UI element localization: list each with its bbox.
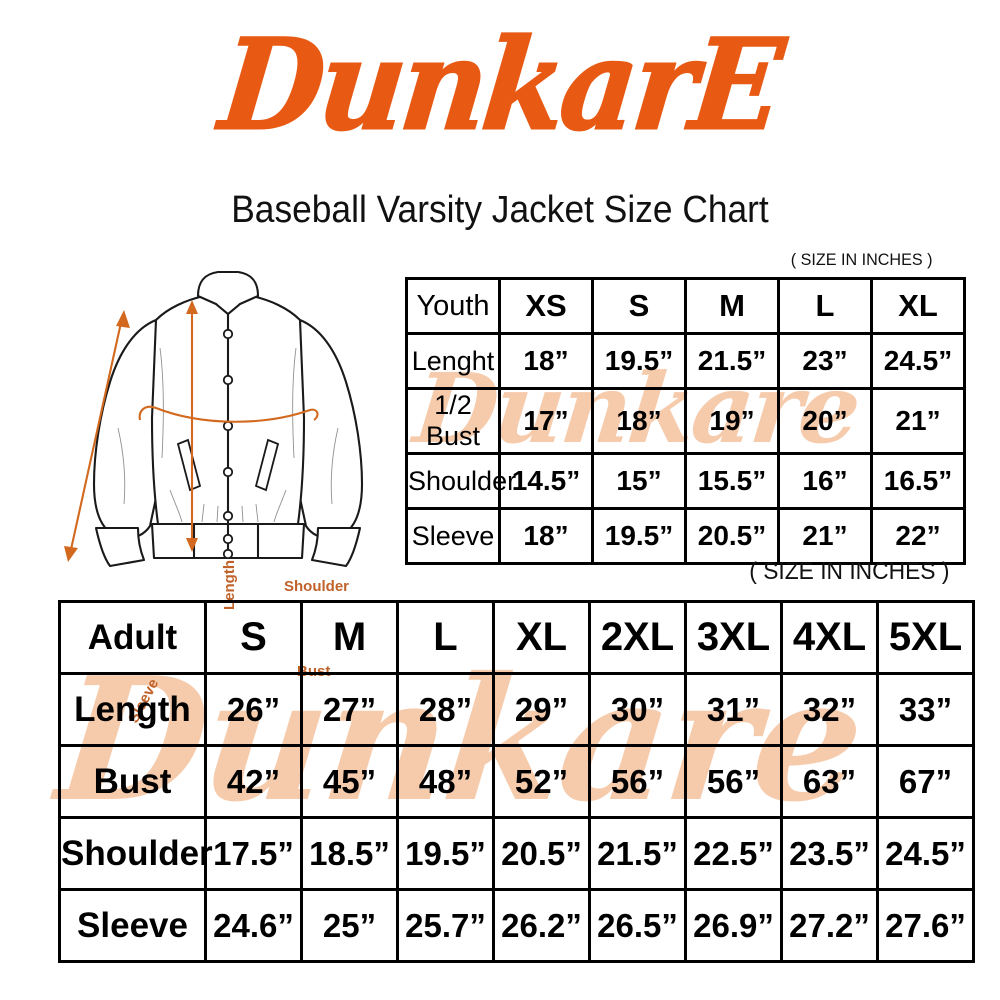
page-title: Baseball Varsity Jacket Size Chart	[231, 189, 769, 231]
youth-col-header-xl: XL	[870, 277, 966, 335]
adult-size-table: Adult S M L XL 2XL 3XL 4XL 5XL Length 26…	[58, 600, 975, 963]
table-row: Shoulder 17.5” 18.5” 19.5” 20.5” 21.5” 2…	[58, 816, 975, 891]
adult-col-header-3xl: 3XL	[684, 600, 783, 675]
youth-cell-length-m: 21.5”	[684, 332, 780, 390]
youth-cell-length-xs: 18”	[498, 332, 594, 390]
youth-cell-shoulder-m: 15.5”	[684, 452, 780, 510]
adult-cell-sleeve-l: 25.7”	[396, 888, 495, 963]
youth-row-label-half-bust: 1/2 Bust	[405, 387, 501, 455]
youth-cell-length-xl: 24.5”	[870, 332, 966, 390]
table-row: Sleeve 18” 19.5” 20.5” 21” 22”	[405, 507, 966, 565]
adult-cell-shoulder-m: 18.5”	[300, 816, 399, 891]
adult-cell-shoulder-5xl: 24.5”	[876, 816, 975, 891]
youth-row-label-shoulder: Shoulder	[405, 452, 516, 510]
brand-logo: DunkarE	[213, 10, 787, 159]
youth-cell-shoulder-xs: 14.5”	[498, 452, 594, 510]
youth-cell-length-l: 23”	[777, 332, 873, 390]
youth-col-header-l: L	[777, 277, 873, 335]
youth-col-header-xs: XS	[498, 277, 594, 335]
adult-cell-sleeve-m: 25”	[300, 888, 399, 963]
adult-cell-shoulder-3xl: 22.5”	[684, 816, 783, 891]
adult-cell-bust-m: 45”	[300, 744, 399, 819]
youth-cell-shoulder-s: 15”	[591, 452, 687, 510]
adult-cell-bust-4xl: 63”	[780, 744, 879, 819]
adult-cell-bust-l: 48”	[396, 744, 495, 819]
table-row: Shoulder 14.5” 15” 15.5” 16” 16.5”	[405, 452, 966, 510]
adult-col-header-m: M	[300, 600, 399, 675]
adult-cell-bust-5xl: 67”	[876, 744, 975, 819]
adult-cell-length-m: 27”	[300, 672, 399, 747]
youth-cell-sleeve-m: 20.5”	[684, 507, 780, 565]
youth-cell-sleeve-xs: 18”	[498, 507, 594, 565]
adult-cell-shoulder-4xl: 23.5”	[780, 816, 879, 891]
adult-col-header-xl: XL	[492, 600, 591, 675]
adult-cell-bust-2xl: 56”	[588, 744, 687, 819]
adult-col-header-2xl: 2XL	[588, 600, 687, 675]
youth-col-header-m: M	[684, 277, 780, 335]
adult-cell-shoulder-l: 19.5”	[396, 816, 495, 891]
adult-row-label-shoulder: Shoulder	[58, 816, 213, 891]
adult-cell-length-s: 26”	[204, 672, 303, 747]
youth-unit-note: ( SIZE IN INCHES )	[790, 250, 933, 269]
youth-cell-half-bust-xs: 17”	[498, 387, 594, 455]
adult-cell-bust-3xl: 56”	[684, 744, 783, 819]
adult-cell-length-xl: 29”	[492, 672, 591, 747]
table-row: Length 26” 27” 28” 29” 30” 31” 32” 33”	[58, 672, 975, 747]
adult-row-label-sleeve: Sleeve	[58, 888, 207, 963]
table-row: Sleeve 24.6” 25” 25.7” 26.2” 26.5” 26.9”…	[58, 888, 975, 963]
youth-cell-half-bust-xl: 21”	[870, 387, 966, 455]
youth-cell-sleeve-xl: 22”	[870, 507, 966, 565]
adult-cell-sleeve-xl: 26.2”	[492, 888, 591, 963]
table-row: Youth XS S M L XL	[405, 277, 966, 335]
adult-cell-length-2xl: 30”	[588, 672, 687, 747]
adult-cell-shoulder-s: 17.5”	[204, 816, 303, 891]
adult-cell-shoulder-xl: 20.5”	[492, 816, 591, 891]
youth-cell-half-bust-l: 20”	[777, 387, 873, 455]
adult-cell-sleeve-2xl: 26.5”	[588, 888, 687, 963]
table-row: 1/2 Bust 17” 18” 19” 20” 21”	[405, 387, 966, 455]
youth-row-label-length: Lenght	[405, 332, 501, 390]
adult-cell-sleeve-4xl: 27.2”	[780, 888, 879, 963]
adult-cell-length-l: 28”	[396, 672, 495, 747]
adult-cell-sleeve-5xl: 27.6”	[876, 888, 975, 963]
adult-col-header-l: L	[396, 600, 495, 675]
youth-cell-sleeve-l: 21”	[777, 507, 873, 565]
youth-col-header-s: S	[591, 277, 687, 335]
youth-cell-half-bust-s: 18”	[591, 387, 687, 455]
adult-cell-bust-s: 42”	[204, 744, 303, 819]
annotation-shoulder: Shoulder	[284, 578, 350, 595]
table-row: Adult S M L XL 2XL 3XL 4XL 5XL	[58, 600, 975, 675]
youth-size-table: Youth XS S M L XL Lenght 18” 19.5” 21.5”…	[405, 277, 966, 565]
youth-cell-half-bust-m: 19”	[684, 387, 780, 455]
youth-corner-label: Youth	[405, 277, 501, 335]
adult-cell-length-5xl: 33”	[876, 672, 975, 747]
adult-cell-bust-xl: 52”	[492, 744, 591, 819]
youth-cell-shoulder-l: 16”	[777, 452, 873, 510]
adult-row-label-bust: Bust	[58, 744, 207, 819]
adult-col-header-4xl: 4XL	[780, 600, 879, 675]
table-row: Bust 42” 45” 48” 52” 56” 56” 63” 67”	[58, 744, 975, 819]
adult-row-label-length: Length	[58, 672, 207, 747]
youth-cell-sleeve-s: 19.5”	[591, 507, 687, 565]
youth-cell-shoulder-xl: 16.5”	[870, 452, 966, 510]
varsity-jacket-diagram: Shoulder Bust Length Sleeve	[52, 258, 404, 726]
adult-col-header-s: S	[204, 600, 303, 675]
adult-cell-sleeve-3xl: 26.9”	[684, 888, 783, 963]
youth-cell-length-s: 19.5”	[591, 332, 687, 390]
adult-cell-shoulder-2xl: 21.5”	[588, 816, 687, 891]
adult-cell-sleeve-s: 24.6”	[204, 888, 303, 963]
adult-col-header-5xl: 5XL	[876, 600, 975, 675]
adult-cell-length-4xl: 32”	[780, 672, 879, 747]
youth-row-label-sleeve: Sleeve	[405, 507, 501, 565]
table-row: Lenght 18” 19.5” 21.5” 23” 24.5”	[405, 332, 966, 390]
brand-logo-area: DunkarE	[0, 10, 1000, 172]
adult-unit-note: ( SIZE IN INCHES )	[749, 558, 950, 585]
adult-corner-label: Adult	[58, 600, 207, 675]
adult-cell-length-3xl: 31”	[684, 672, 783, 747]
